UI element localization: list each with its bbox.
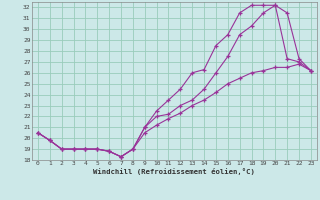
X-axis label: Windchill (Refroidissement éolien,°C): Windchill (Refroidissement éolien,°C) (93, 168, 255, 175)
